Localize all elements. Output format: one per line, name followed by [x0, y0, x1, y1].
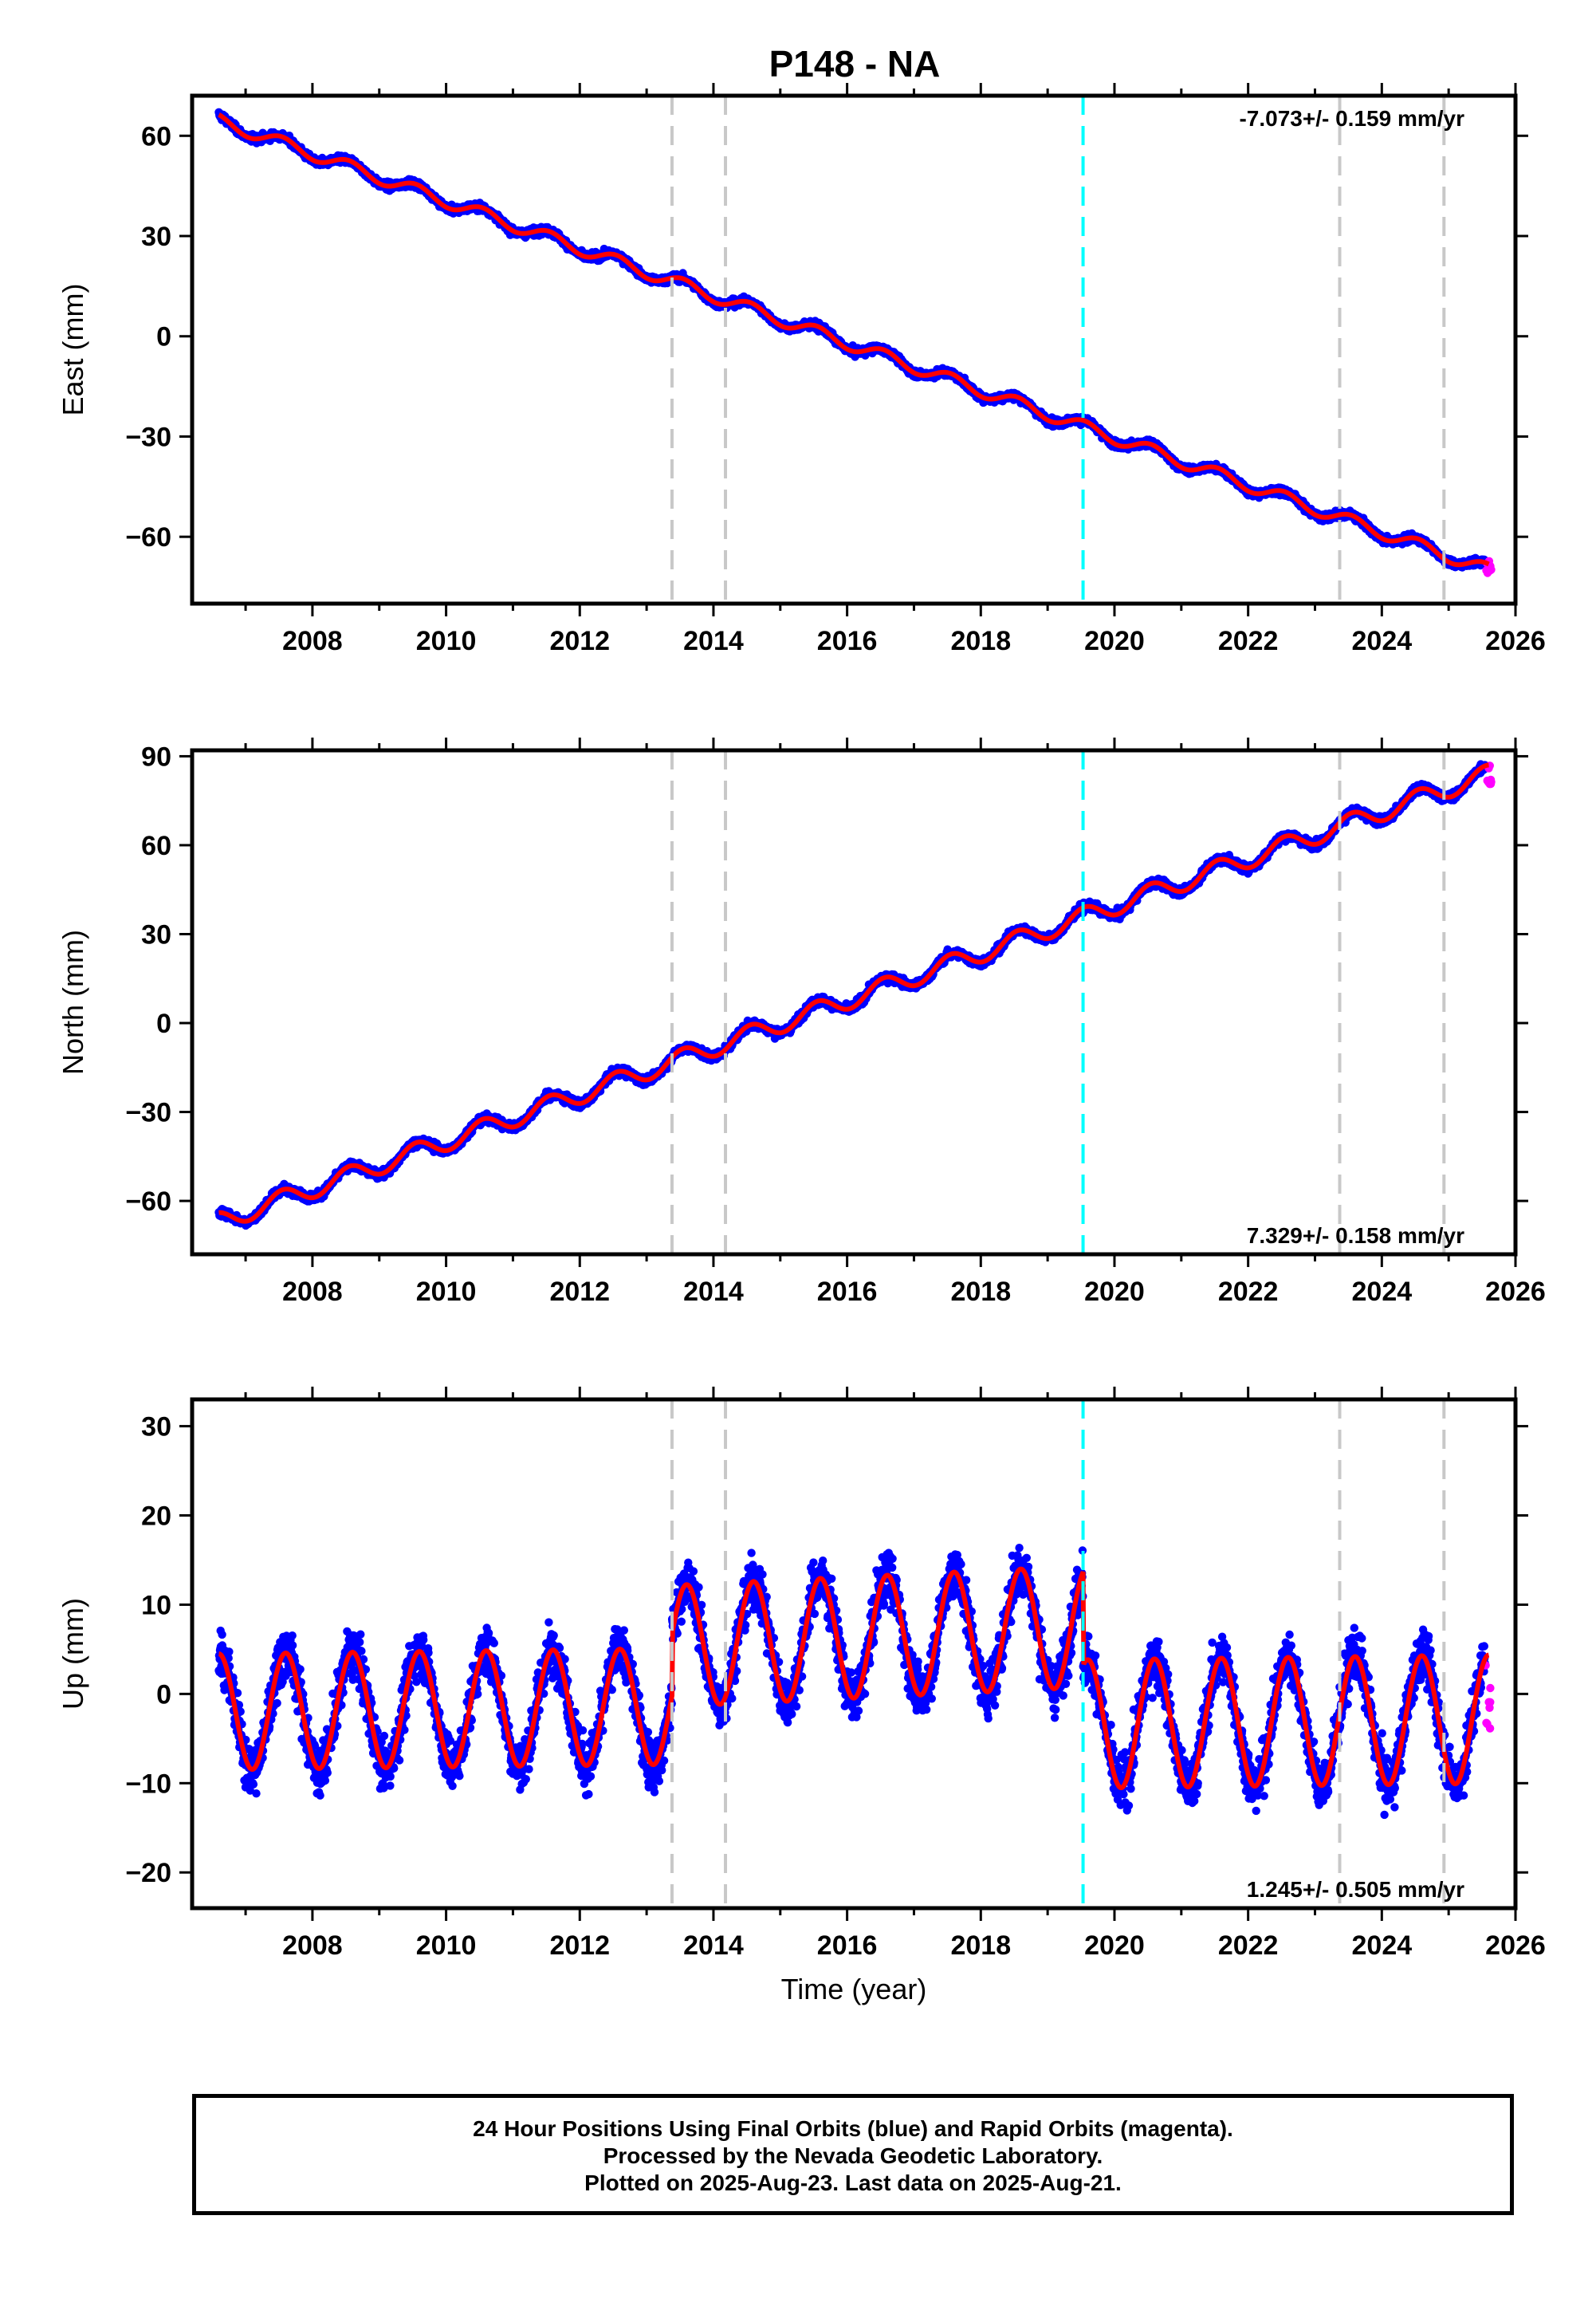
velocity-label: -7.073+/- 0.159 mm/yr — [1239, 106, 1464, 131]
x-tick-label: 2012 — [549, 626, 610, 656]
y-axis-label: East (mm) — [57, 284, 89, 416]
x-tick-label: 2024 — [1352, 626, 1413, 656]
x-tick-label: 2014 — [683, 626, 744, 656]
y-tick-label: 60 — [141, 121, 171, 152]
panel-east: 2008 2010 2012 2014 2016 2018 2020 2022 2024 2026… — [57, 83, 1546, 656]
x-tick-label: 2022 — [1218, 626, 1279, 656]
panel-north: 2008 2010 2012 2014 2016 2018 2020 2022 2024 2026… — [57, 738, 1546, 1307]
x-tick-label: 2026 — [1485, 626, 1546, 656]
x-tick-label: 2018 — [950, 626, 1011, 656]
rapid-data-point — [1487, 565, 1496, 574]
y-tick-label: 0 — [156, 322, 171, 352]
y-tick-label: −60 — [125, 522, 171, 553]
x-tick-label: 2008 — [282, 626, 343, 656]
chart-title: P148 - NA — [769, 43, 941, 85]
north-points — [214, 760, 1496, 1230]
x-tick-label: 2010 — [416, 626, 477, 656]
y-tick-label: −30 — [125, 422, 171, 452]
x-tick-label: 2016 — [817, 626, 878, 656]
y-tick-label: 30 — [141, 222, 171, 252]
x-tick-label: 2020 — [1084, 626, 1145, 656]
